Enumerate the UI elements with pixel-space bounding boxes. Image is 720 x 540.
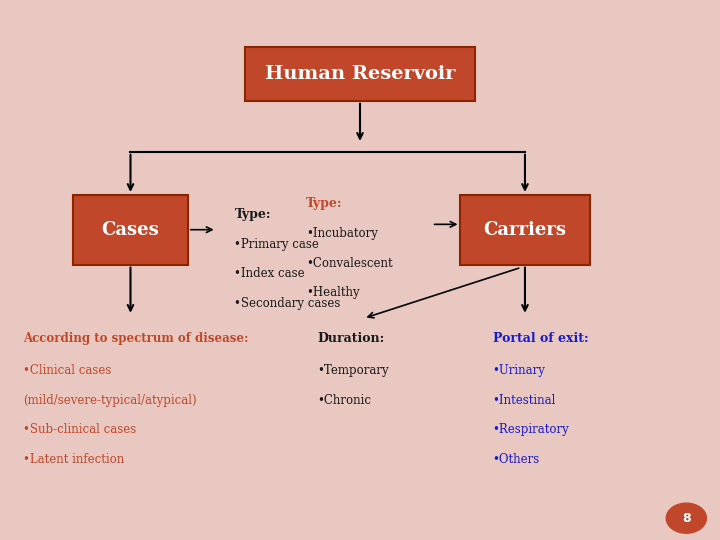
Text: •Convalescent: •Convalescent bbox=[306, 256, 393, 269]
Text: •Others: •Others bbox=[492, 453, 540, 465]
FancyBboxPatch shape bbox=[460, 195, 590, 265]
Text: •Temporary: •Temporary bbox=[317, 364, 389, 377]
Text: •Incubatory: •Incubatory bbox=[306, 227, 378, 240]
Text: •Respiratory: •Respiratory bbox=[492, 423, 570, 436]
Text: Type:: Type: bbox=[306, 198, 343, 211]
Text: •Healthy: •Healthy bbox=[306, 286, 360, 299]
Text: •Primary case: •Primary case bbox=[235, 238, 320, 251]
FancyBboxPatch shape bbox=[73, 195, 188, 265]
Text: Cases: Cases bbox=[102, 221, 159, 239]
Text: •Chronic: •Chronic bbox=[317, 394, 371, 407]
FancyBboxPatch shape bbox=[246, 47, 474, 101]
Text: •Intestinal: •Intestinal bbox=[492, 394, 556, 407]
Text: Duration:: Duration: bbox=[317, 332, 384, 345]
Text: (mild/severe-typical/atypical): (mild/severe-typical/atypical) bbox=[23, 394, 197, 407]
Text: Type:: Type: bbox=[235, 208, 271, 221]
Text: •Urinary: •Urinary bbox=[492, 364, 546, 377]
Text: Portal of exit:: Portal of exit: bbox=[492, 332, 588, 345]
Text: 8: 8 bbox=[682, 512, 690, 525]
Text: •Sub-clinical cases: •Sub-clinical cases bbox=[23, 423, 136, 436]
Text: Carriers: Carriers bbox=[483, 221, 567, 239]
Circle shape bbox=[666, 503, 706, 533]
Text: Human Reservoir: Human Reservoir bbox=[265, 65, 455, 83]
Text: According to spectrum of disease:: According to spectrum of disease: bbox=[23, 332, 248, 345]
Text: •Secondary cases: •Secondary cases bbox=[235, 297, 341, 310]
Text: •Clinical cases: •Clinical cases bbox=[23, 364, 112, 377]
Text: •Index case: •Index case bbox=[235, 267, 305, 280]
Text: •Latent infection: •Latent infection bbox=[23, 453, 124, 465]
